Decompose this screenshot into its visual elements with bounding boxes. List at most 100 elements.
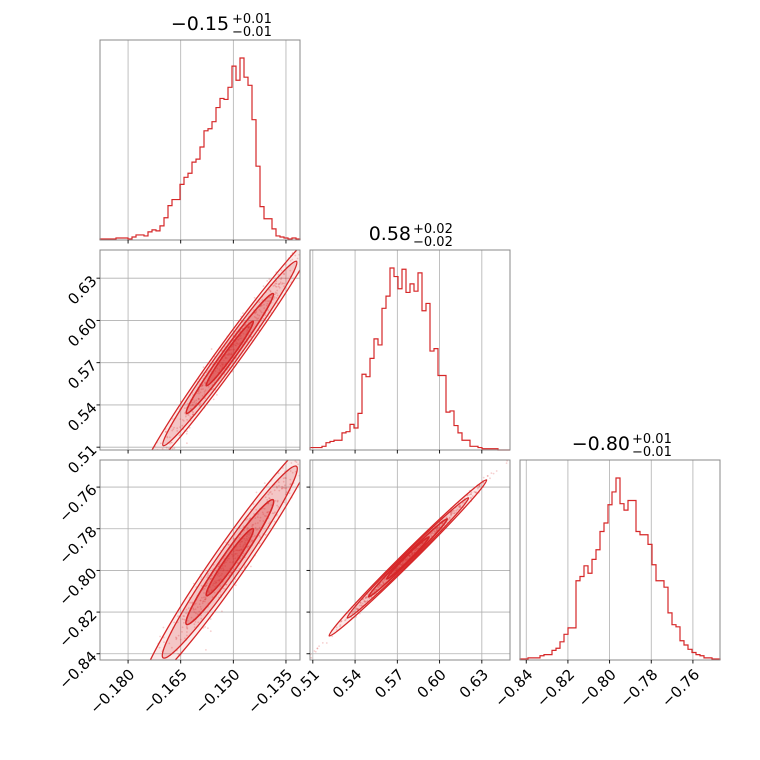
panel-1-2-point: [401, 563, 403, 566]
panel-0-2-point: [207, 591, 210, 593]
panel-0-1-point: [223, 373, 226, 376]
panel-0-1-content: [141, 248, 300, 477]
panel-0-1-point: [227, 354, 230, 356]
panel-0-1-frame: [99, 249, 301, 451]
panel-0-2-point: [301, 458, 303, 460]
panel-0-1-point: [240, 334, 242, 337]
y-tick-label-y2: −0.76: [55, 481, 100, 526]
panel-0-2-point: [132, 699, 134, 701]
panel-0-1-point: [235, 342, 238, 345]
panel-0-1-point: [186, 430, 189, 433]
panel-0-2-point: [232, 560, 235, 563]
panel-0-1-point: [187, 414, 190, 417]
panel-0-2-point: [284, 487, 286, 490]
panel-1-2-point: [495, 470, 498, 472]
panel-0-2-point: [253, 513, 255, 515]
panel-0-1-point: [239, 337, 241, 340]
panel-0-2-point: [265, 515, 267, 517]
panel-1-2-point: [406, 558, 409, 560]
panel-1-2-point: [339, 625, 341, 628]
panel-0-2-point: [251, 524, 254, 526]
panel-0-1-point: [237, 343, 239, 346]
panel-0-1-point: [283, 273, 285, 276]
panel-0-2-point: [198, 610, 201, 613]
panel-1-2-point: [310, 656, 313, 659]
panel-1-2-point: [364, 601, 367, 603]
panel-0-1-point: [270, 296, 273, 299]
panel-0-2-point: [173, 621, 176, 624]
panel-0-2-contour-1: [161, 465, 298, 659]
panel-0-2-point: [297, 463, 299, 466]
panel-1-2-point: [363, 600, 366, 603]
histogram-1-frame: [309, 249, 511, 451]
panel-1-2-point: [471, 495, 474, 497]
panel-1-2-point: [486, 475, 489, 477]
panel-0-2-point: [136, 701, 138, 703]
panel-0-1-point: [283, 282, 285, 285]
panel-0-1-point: [279, 281, 282, 284]
panel-1-2-point: [489, 477, 491, 480]
panel-0-2-point: [209, 577, 212, 580]
panel-0-2-point: [302, 462, 304, 464]
panel-0-2-point: [278, 485, 280, 487]
panel-0-1-point: [258, 308, 261, 311]
panel-0-2-point: [136, 712, 138, 714]
panel-1-2-point: [394, 569, 397, 571]
panel-1-2-point: [450, 511, 453, 514]
panel-0-2-point: [219, 578, 222, 580]
panel-0-2-point: [175, 637, 178, 639]
panel-1-2-point: [409, 554, 412, 556]
panel-0-1-point: [150, 475, 152, 477]
panel-0-1-point: [228, 349, 231, 352]
panel-0-2-point: [254, 517, 257, 519]
panel-0-1-point: [204, 382, 206, 384]
panel-0-2-point: [243, 543, 246, 546]
panel-0-2-point: [235, 552, 238, 555]
panel-1-2-point: [416, 547, 419, 550]
panel-0-2-point: [194, 621, 197, 623]
panel-1-2-point: [364, 600, 366, 603]
panel-0-2-point: [234, 553, 236, 555]
panel-0-2-point: [204, 598, 207, 601]
panel-0-1-point: [235, 344, 238, 347]
panel-0-1-point: [200, 384, 203, 387]
panel-0-1-point: [207, 385, 210, 388]
panel-1-2-point: [379, 583, 381, 586]
panel-0-1-point: [281, 282, 284, 284]
panel-0-2-point: [197, 621, 200, 624]
panel-0-2-point: [296, 451, 298, 453]
title-param-2: −0.80: [572, 433, 630, 455]
panel-1-2-point: [406, 557, 409, 560]
x-tick-label-x0: −0.150: [192, 666, 244, 718]
panel-1-2-point: [316, 647, 319, 650]
panel-1-2-point: [314, 650, 317, 653]
panel-0-2-point: [269, 491, 272, 493]
panel-0-1-point: [160, 442, 162, 445]
panel-1-2-point: [318, 645, 320, 647]
panel-0-1-point: [198, 403, 201, 406]
panel-0-1-point: [298, 248, 300, 250]
panel-0-2-point: [162, 636, 165, 639]
panel-1-2-point: [405, 559, 407, 561]
panel-0-1-point: [273, 297, 275, 300]
panel-1-2-point: [470, 491, 473, 494]
panel-1-2-point: [486, 475, 489, 477]
panel-1-2-point: [402, 560, 405, 563]
panel-0-2-point: [272, 512, 275, 515]
panel-0-1-point: [150, 468, 152, 470]
panel-1-2-point: [435, 529, 438, 531]
panel-0-2-contour-3: [205, 527, 255, 597]
panel-0-1-point: [179, 426, 181, 428]
panel-0-1-point: [254, 312, 257, 315]
panel-0-2-point: [234, 553, 237, 555]
panel-0-2-point: [239, 541, 242, 544]
panel-0-2-point: [148, 678, 150, 680]
panel-1-2-point: [411, 553, 414, 555]
panel-0-1-point: [189, 416, 192, 418]
panel-0-1-point: [232, 343, 235, 346]
panel-0-1-point: [273, 284, 276, 286]
panel-0-2-point: [187, 607, 190, 610]
panel-1-2-point: [459, 506, 461, 509]
panel-1-2-point: [351, 612, 354, 615]
panel-0-1-point: [273, 296, 276, 298]
